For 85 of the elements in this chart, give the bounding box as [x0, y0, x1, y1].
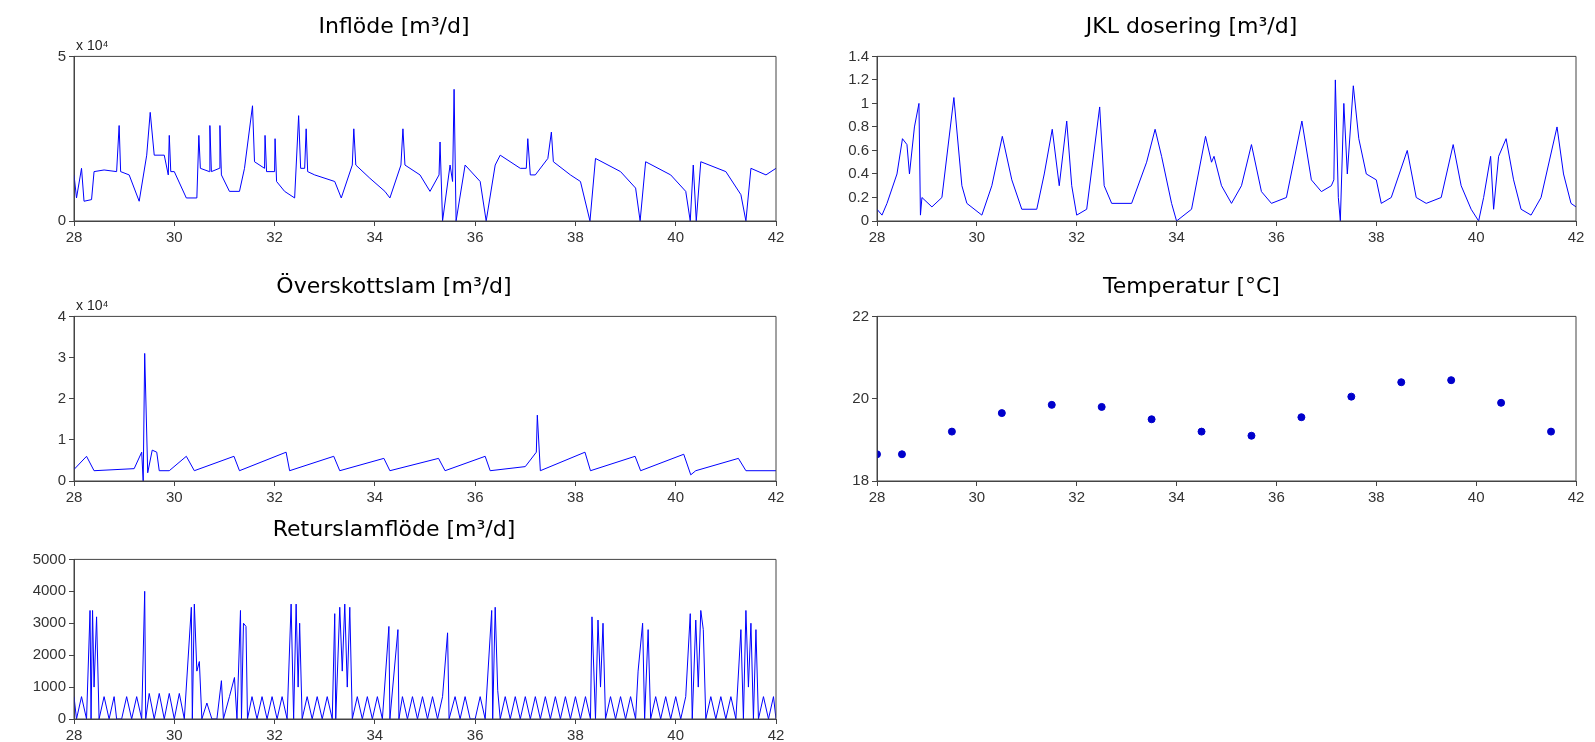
x-tick-label: 40: [1467, 488, 1485, 506]
y-tick-label: 2000: [32, 645, 66, 663]
x-tick-label: 32: [1068, 228, 1086, 246]
point: [1247, 431, 1256, 440]
x-tick-label: 42: [767, 228, 785, 246]
x-tick-label: 28: [65, 488, 83, 506]
y-tick-label: 18: [852, 471, 869, 489]
chart-title: Överskottslam [m³/d]: [276, 272, 512, 298]
x-tick-label: 30: [968, 488, 986, 506]
x-tick-label: 32: [1068, 488, 1086, 506]
y-tick-label: 3000: [32, 613, 66, 631]
y-tick-label: 22: [852, 306, 869, 324]
x-tick-label: 34: [1168, 488, 1185, 506]
point: [1547, 427, 1556, 436]
x-tick-label: 38: [567, 726, 584, 742]
x-tick-label: 28: [868, 228, 886, 246]
x-tick-label: 40: [667, 726, 685, 742]
point: [1347, 392, 1356, 401]
x-tick-label: 30: [165, 228, 183, 246]
x-tick-label: 30: [165, 726, 183, 742]
x-tick-label: 34: [366, 228, 384, 246]
chart-title: Returslamflöde [m³/d]: [272, 515, 516, 541]
x-tick-label: 36: [466, 726, 484, 742]
y-tick-label: 1: [57, 429, 66, 447]
x-tick-label: 42: [1567, 488, 1585, 506]
y-tick-label: 4: [57, 306, 66, 324]
y-tick-label: 1.4: [848, 46, 869, 64]
x-tick-label: 32: [266, 488, 283, 506]
chart-title: JKL dosering [m³/d]: [1083, 12, 1298, 38]
x-tick-label: 40: [1467, 228, 1485, 246]
x-tick-label: 32: [266, 726, 283, 742]
point: [1197, 427, 1206, 436]
y-tick-label: 1: [860, 93, 869, 111]
point: [1147, 415, 1156, 424]
y-tick-label: 0.8: [848, 117, 869, 135]
point: [1447, 376, 1456, 385]
x-tick-label: 38: [567, 488, 584, 506]
x-tick-label: 36: [466, 228, 484, 246]
x-tick-label: 38: [567, 228, 584, 246]
y-tick-label: 2: [57, 388, 66, 406]
x-tick-label: 30: [968, 228, 986, 246]
point: [897, 450, 906, 459]
y-tick-label: 5000: [32, 549, 66, 567]
x-tick-label: 42: [1567, 228, 1585, 246]
y-tick-label: 3: [57, 347, 66, 365]
x-tick-label: 28: [65, 228, 83, 246]
x-tick-label: 34: [366, 488, 384, 506]
y-tick-label: 0.4: [848, 164, 869, 182]
y-tick-label: 20: [852, 388, 869, 406]
y-tick-label: 1.2: [848, 70, 869, 88]
point: [1397, 378, 1406, 387]
point: [997, 409, 1006, 418]
y-tick-label: 4000: [32, 581, 66, 599]
text: x 10⁴: [76, 37, 109, 54]
x-tick-label: 32: [266, 228, 283, 246]
x-tick-label: 30: [165, 488, 183, 506]
y-tick-label: 0: [57, 471, 66, 489]
x-tick-label: 28: [65, 726, 83, 742]
y-tick-label: 1000: [32, 677, 66, 695]
y-tick-label: 5: [57, 46, 66, 64]
chart-title: Temperatur [°C]: [1102, 272, 1280, 298]
point: [1297, 413, 1306, 422]
y-tick-label: 0.2: [848, 187, 869, 205]
x-tick-label: 36: [1268, 228, 1285, 246]
y-tick-label: 0: [57, 709, 66, 727]
point: [947, 427, 956, 436]
x-tick-label: 34: [366, 726, 384, 742]
x-tick-label: 28: [868, 488, 886, 506]
x-tick-label: 40: [667, 228, 685, 246]
y-tick-label: 0: [860, 211, 869, 229]
x-tick-label: 38: [1367, 488, 1385, 506]
x-tick-label: 40: [667, 488, 685, 506]
point: [1097, 402, 1106, 411]
x-tick-label: 42: [767, 726, 785, 742]
text: x 10⁴: [76, 297, 109, 314]
y-tick-label: 0: [57, 211, 66, 229]
y-tick-label: 0.6: [848, 140, 869, 158]
x-tick-label: 36: [1268, 488, 1285, 506]
point: [1497, 398, 1506, 407]
x-tick-label: 42: [767, 488, 785, 506]
x-tick-label: 36: [466, 488, 484, 506]
chart-title: Inflöde [m³/d]: [318, 12, 470, 38]
x-tick-label: 34: [1168, 228, 1185, 246]
point: [1047, 400, 1056, 409]
x-tick-label: 38: [1367, 228, 1385, 246]
